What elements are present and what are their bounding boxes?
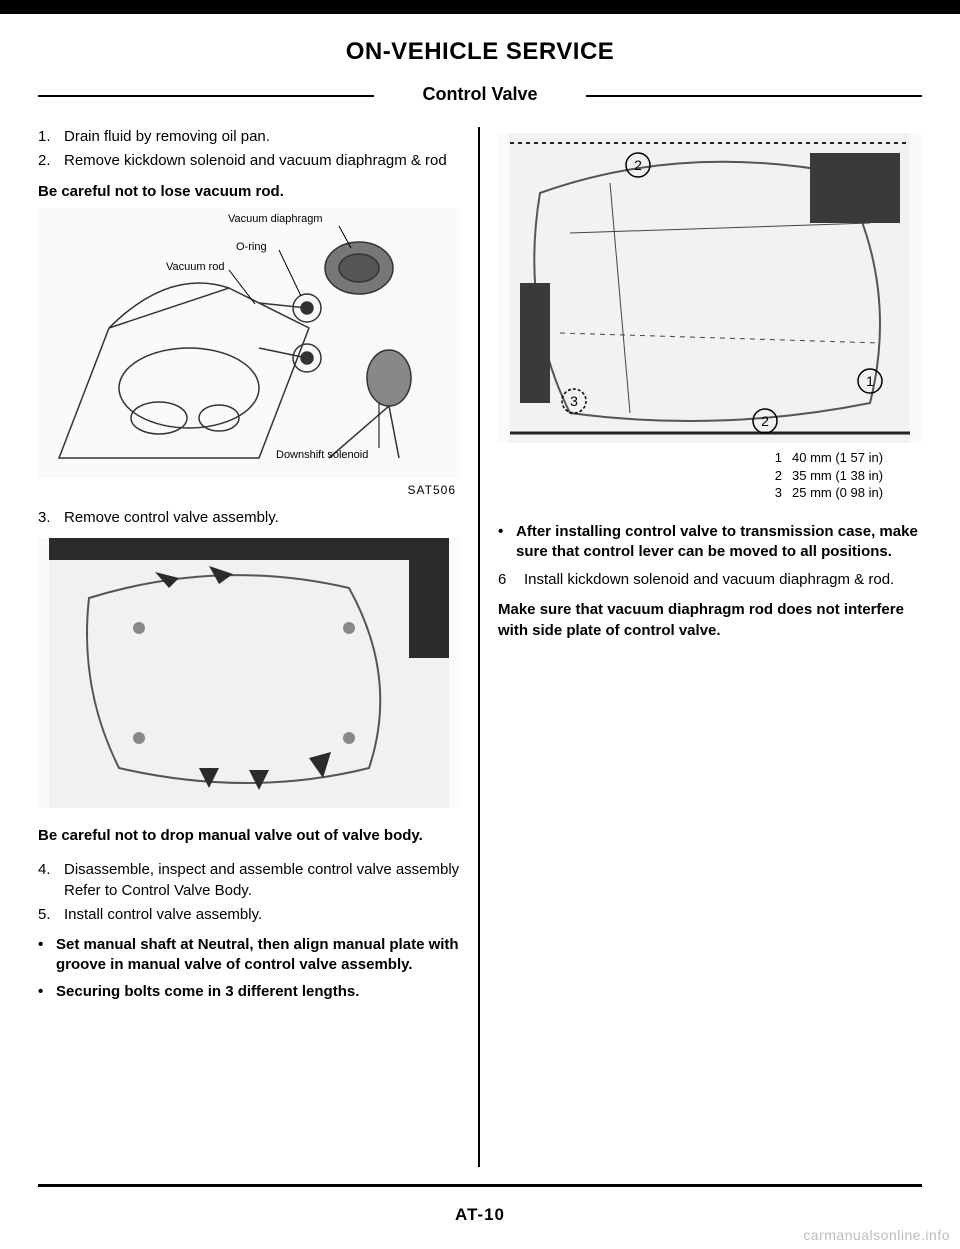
photo-svg [38, 538, 460, 808]
circled-num: 2 [761, 413, 769, 429]
list-item: 4. Disassemble, inspect and assemble con… [38, 860, 460, 901]
step-text: Remove control valve assembly. [64, 508, 460, 528]
legend-row: 3 25 mm (0 98 in) [498, 484, 922, 502]
step-3: 3. Remove control valve assembly. [38, 508, 460, 528]
photo-svg: 2 1 2 3 [498, 133, 922, 443]
step-list-b: 4. Disassemble, inspect and assemble con… [38, 860, 460, 925]
step-number: 1. [38, 127, 64, 147]
step-text: Install control valve assembly. [64, 905, 460, 925]
legend-row: 1 40 mm (1 57 in) [498, 449, 922, 467]
warning-text: Be careful not to lose vacuum rod. [38, 182, 460, 202]
right-column: 2 1 2 3 1 40 mm (1 57 in) 2 [480, 127, 922, 1167]
step-number: 4. [38, 860, 64, 901]
figure-vacuum-diaphragm: Vacuum diaphragm O-ring Vacuum rod Downs… [38, 208, 460, 478]
bullet-list: • After installing control valve to tran… [498, 522, 922, 563]
figure-caption: SAT506 [38, 482, 456, 498]
page-number: AT-10 [0, 1205, 960, 1225]
legend-text: 40 mm (1 57 in) [792, 449, 922, 467]
step-list-a: 1. Drain fluid by removing oil pan. 2. R… [38, 127, 460, 172]
circled-num: 2 [634, 157, 642, 173]
list-item: • Set manual shaft at Neutral, then alig… [38, 935, 460, 976]
list-item: • After installing control valve to tran… [498, 522, 922, 563]
step-6: 6 Install kickdown solenoid and vacuum d… [498, 570, 922, 590]
watermark: carmanualsonline.info [803, 1227, 950, 1243]
list-item: 3. Remove control valve assembly. [38, 508, 460, 528]
two-column-layout: 1. Drain fluid by removing oil pan. 2. R… [38, 127, 922, 1167]
top-black-bar [0, 0, 960, 14]
step-number: 5. [38, 905, 64, 925]
figure-control-valve-photo [38, 538, 460, 808]
bullet-icon: • [498, 522, 516, 563]
bullet-list: • Set manual shaft at Neutral, then alig… [38, 935, 460, 1002]
circled-num: 3 [570, 393, 578, 409]
list-item: 6 Install kickdown solenoid and vacuum d… [498, 570, 922, 590]
step-text: Remove kickdown solenoid and vacuum diap… [64, 151, 460, 171]
left-column: 1. Drain fluid by removing oil pan. 2. R… [38, 127, 480, 1167]
step-text: Drain fluid by removing oil pan. [64, 127, 460, 147]
callout-label: O-ring [236, 240, 267, 255]
bolt-length-legend: 1 40 mm (1 57 in) 2 35 mm (1 38 in) 3 25… [498, 449, 922, 502]
list-item: 5. Install control valve assembly. [38, 905, 460, 925]
step-text: Install kickdown solenoid and vacuum dia… [524, 570, 922, 590]
callout-label: Vacuum diaphragm [228, 212, 323, 227]
bullet-text: Set manual shaft at Neutral, then align … [56, 935, 460, 976]
legend-num: 2 [766, 467, 782, 485]
step-number: 3. [38, 508, 64, 528]
bullet-text: Securing bolts come in 3 different lengt… [56, 982, 460, 1002]
callout-label: Vacuum rod [166, 260, 225, 275]
section-header: Control Valve [38, 84, 922, 105]
bullet-icon: • [38, 935, 56, 976]
step-number: 6 [498, 570, 524, 590]
page: ON-VEHICLE SERVICE Control Valve 1. Drai… [0, 0, 960, 1249]
rule-right [586, 95, 922, 97]
page-title: ON-VEHICLE SERVICE [0, 38, 960, 66]
warning-text: Make sure that vacuum diaphragm rod does… [498, 600, 922, 641]
step-text: Disassemble, inspect and assemble contro… [64, 860, 460, 901]
circled-num: 1 [866, 373, 874, 389]
bullet-icon: • [38, 982, 56, 1002]
list-item: • Securing bolts come in 3 different len… [38, 982, 460, 1002]
legend-num: 1 [766, 449, 782, 467]
step-number: 2. [38, 151, 64, 171]
bottom-rule [38, 1184, 922, 1187]
rule-left [38, 95, 374, 97]
list-item: 1. Drain fluid by removing oil pan. [38, 127, 460, 147]
list-item: 2. Remove kickdown solenoid and vacuum d… [38, 151, 460, 171]
bullet-text: After installing control valve to transm… [516, 522, 922, 563]
warning-text: Be careful not to drop manual valve out … [38, 826, 460, 846]
legend-num: 3 [766, 484, 782, 502]
figure-bolt-lengths-photo: 2 1 2 3 [498, 133, 922, 443]
legend-text: 25 mm (0 98 in) [792, 484, 922, 502]
legend-row: 2 35 mm (1 38 in) [498, 467, 922, 485]
section-label: Control Valve [414, 84, 545, 105]
callout-label: Downshift solenoid [276, 448, 368, 463]
legend-text: 35 mm (1 38 in) [792, 467, 922, 485]
